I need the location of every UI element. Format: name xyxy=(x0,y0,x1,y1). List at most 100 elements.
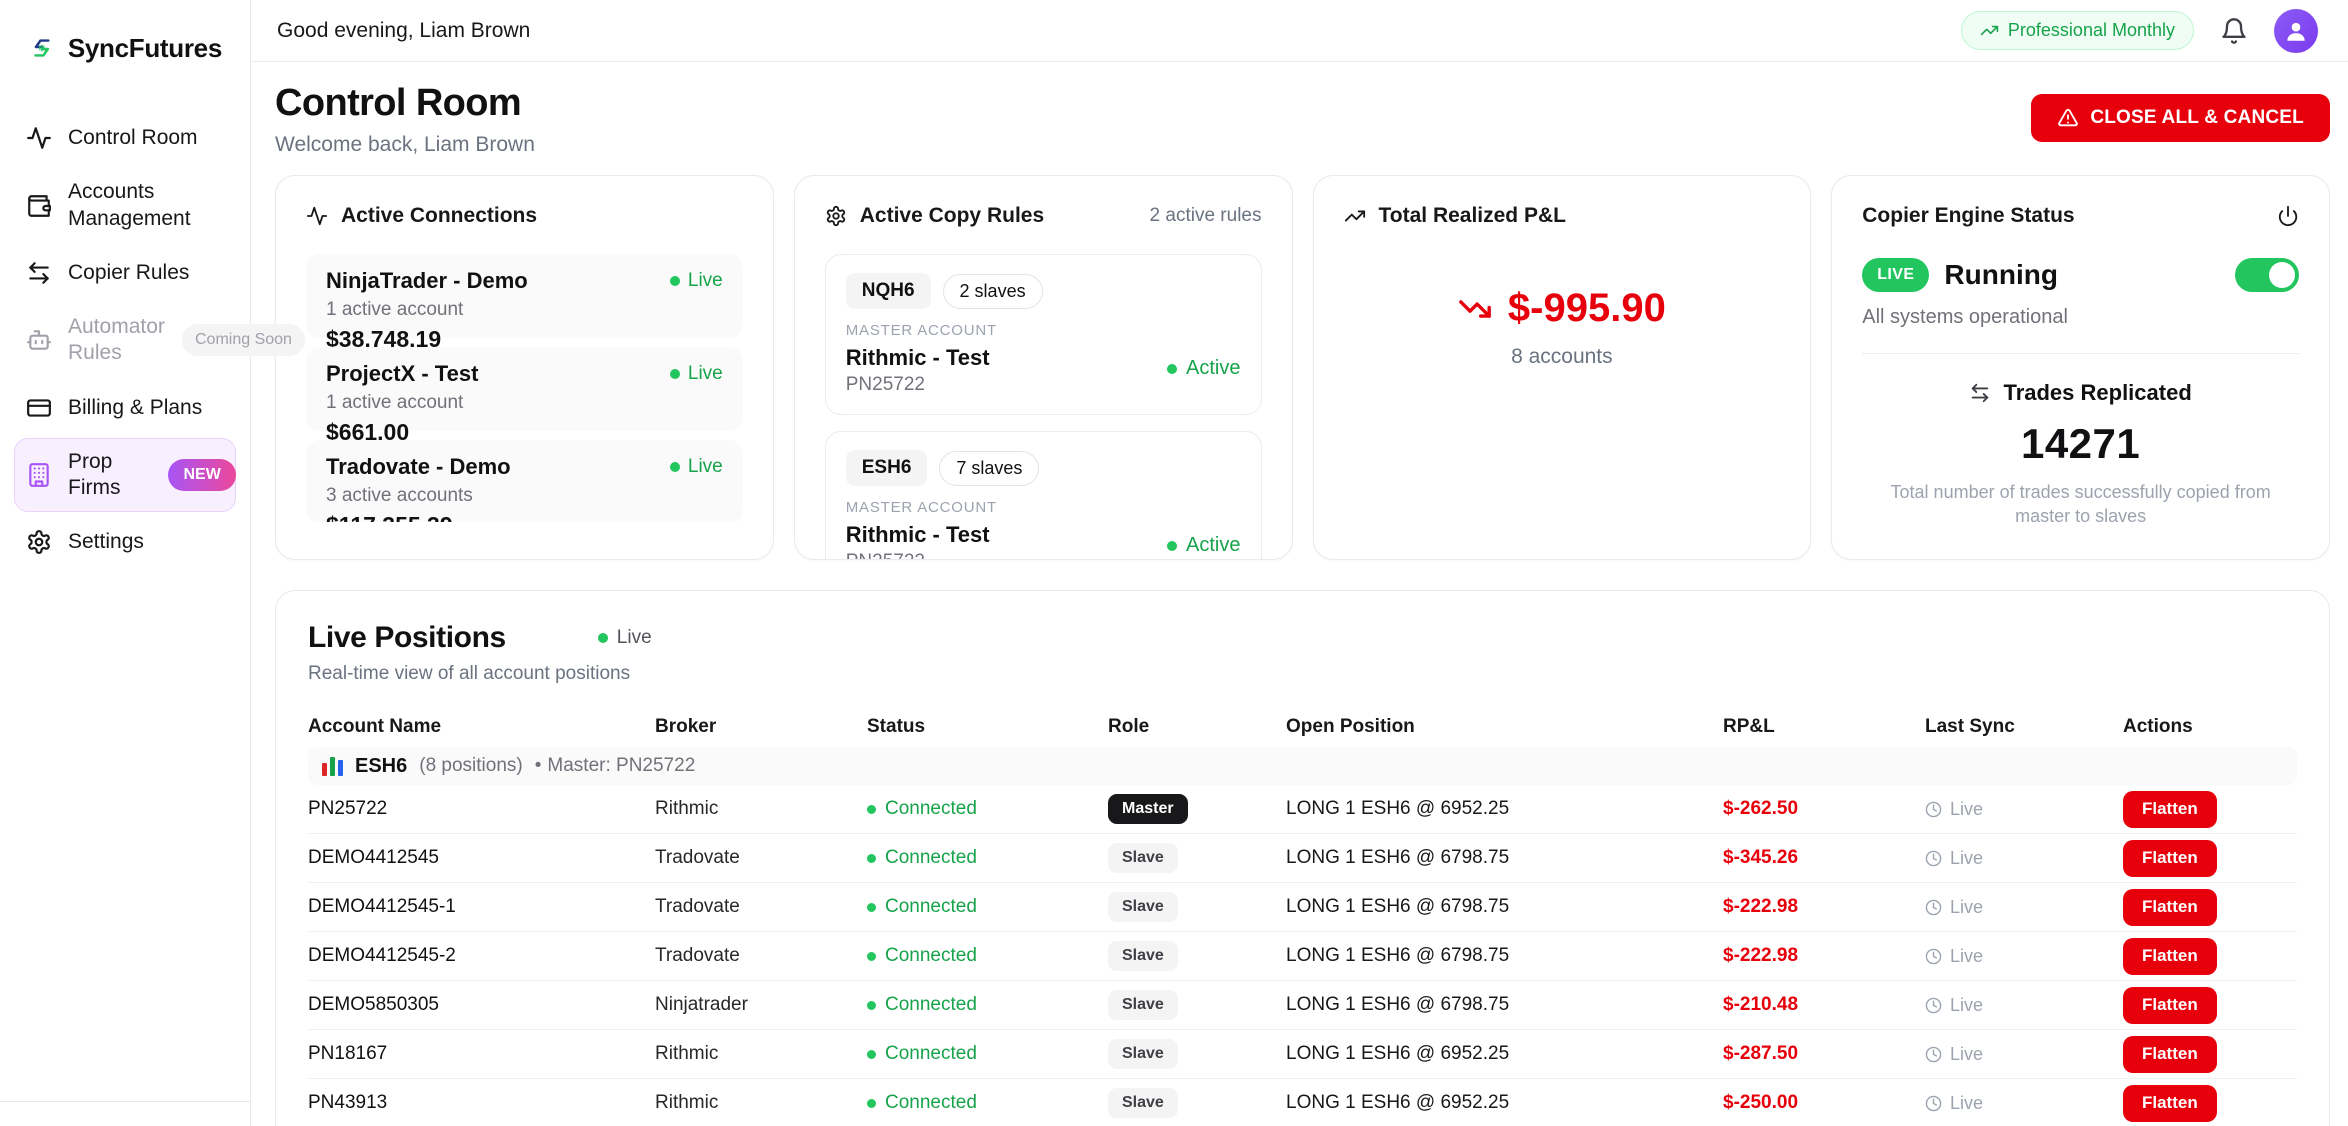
trending-up-icon xyxy=(1980,25,1999,36)
cell-role: Slave xyxy=(1108,941,1286,971)
cell-open-position: LONG 1 ESH6 @ 6798.75 xyxy=(1286,945,1510,966)
flatten-button[interactable]: Flatten xyxy=(2123,1035,2217,1073)
live-status: Live xyxy=(669,363,723,385)
realized-pnl-card: Total Realized P&L $-995.90 8 accounts xyxy=(1312,175,1812,560)
positions-title: Live Positions xyxy=(308,621,506,654)
activity-icon xyxy=(27,127,51,149)
connections-list[interactable]: NinjaTrader - Demo 1 active account $38,… xyxy=(306,254,743,522)
active-status: Active xyxy=(1167,357,1241,380)
rule-badges: NQH6 2 slaves xyxy=(845,273,1241,309)
user-icon xyxy=(2287,22,2305,41)
cell-actions: Flatten xyxy=(2123,888,2297,926)
sidebar-item-label: Settings xyxy=(68,530,144,554)
page-title: Control Room xyxy=(275,82,522,124)
sidebar-item-control-room[interactable]: Control Room xyxy=(14,114,236,162)
bell-icon[interactable] xyxy=(2220,17,2248,45)
clock-icon xyxy=(1925,997,1942,1013)
sidebar-item-label: Control Room xyxy=(68,126,198,149)
rule-master-name: Rithmic - Test xyxy=(845,522,990,547)
engine-status-text: All systems operational xyxy=(1862,306,2068,328)
connected-dot-icon xyxy=(867,1000,876,1010)
cell-status: Connected xyxy=(867,1092,1108,1114)
connection-item: ProjectX - Test 1 active account $661.00… xyxy=(306,347,743,445)
flatten-button[interactable]: Flatten xyxy=(2123,839,2217,877)
sidebar-item-settings[interactable]: Settings xyxy=(14,518,236,566)
cell-role: Slave xyxy=(1108,1039,1286,1069)
table-row: DEMO5850305 Ninjatrader Connected Slave … xyxy=(308,981,2297,1030)
rule-master-account: PN25722 xyxy=(845,374,925,395)
page-subtitle: Welcome back, Liam Brown xyxy=(275,133,535,156)
flatten-button[interactable]: Flatten xyxy=(2123,790,2217,828)
positions-title-row: Live Positions Live xyxy=(308,621,2297,655)
avatar[interactable] xyxy=(2274,8,2318,53)
cell-rpl: $-250.00 xyxy=(1723,1092,1799,1113)
engine-toggle[interactable] xyxy=(2235,258,2299,292)
syncfutures-logo-icon xyxy=(34,39,50,57)
sidebar-item-label: Billing & Plans xyxy=(68,395,203,419)
sidebar-item-label: Prop Firms xyxy=(68,449,121,499)
slaves-badge: 7 slaves xyxy=(939,450,1040,486)
flatten-button[interactable]: Flatten xyxy=(2123,986,2217,1024)
power-icon[interactable] xyxy=(2277,205,2299,227)
slave-badge: Slave xyxy=(1108,1039,1178,1069)
column-header-actions: Actions xyxy=(2123,716,2193,737)
gear-icon xyxy=(28,530,50,555)
cell-actions: Flatten xyxy=(2123,839,2297,877)
live-status: Live xyxy=(669,270,723,292)
credit-card-icon xyxy=(27,398,51,417)
wallet-icon xyxy=(28,194,51,217)
cell-role: Master xyxy=(1108,794,1286,824)
group-separator: • xyxy=(534,755,542,776)
copy-rule-item: NQH6 2 slaves MASTER ACCOUNT Rithmic - T… xyxy=(824,254,1262,415)
cell-rpl: $-222.98 xyxy=(1723,896,1799,917)
live-badge: LIVE xyxy=(1862,258,1930,292)
cell-open-position: LONG 1 ESH6 @ 6798.75 xyxy=(1286,847,1510,868)
stats-row: Active Connections NinjaTrader - Demo 1 … xyxy=(275,175,2330,560)
active-dot-icon xyxy=(1167,540,1178,551)
cell-open-position: LONG 1 ESH6 @ 6952.25 xyxy=(1286,798,1510,819)
copy-rules-header: Active Copy Rules 2 active rules xyxy=(825,204,1262,228)
cell-account: DEMO5850305 xyxy=(308,994,439,1015)
brand: SyncFutures xyxy=(0,0,250,100)
top-header-bar: Good evening, Liam Brown Professional Mo… xyxy=(251,0,2348,62)
flatten-button[interactable]: Flatten xyxy=(2123,888,2217,926)
symbol-badge: NQH6 xyxy=(845,273,931,309)
connected-dot-icon xyxy=(867,1098,876,1108)
cell-broker: Rithmic xyxy=(655,1092,719,1113)
flatten-button[interactable]: Flatten xyxy=(2123,1084,2217,1122)
sidebar-item-prop-firms[interactable]: Prop Firms NEW xyxy=(14,437,236,513)
page-head-text: Control Room Welcome back, Liam Brown xyxy=(275,82,535,157)
pnl-value-block: $-995.90 8 accounts xyxy=(1344,286,1781,369)
page-head: Control Room Welcome back, Liam Brown CL… xyxy=(275,82,2330,157)
rule-badges: ESH6 7 slaves xyxy=(845,450,1241,486)
cell-rpl: $-345.26 xyxy=(1723,847,1799,868)
cell-open-position: LONG 1 ESH6 @ 6798.75 xyxy=(1286,994,1510,1015)
pnl-value: $-995.90 xyxy=(1507,286,1666,330)
positions-live-badge: Live xyxy=(597,627,652,649)
sidebar-item-accounts-management[interactable]: Accounts Management xyxy=(14,168,236,243)
cell-account: PN25722 xyxy=(308,798,388,819)
sidebar-item-billing-plans[interactable]: Billing & Plans xyxy=(14,384,236,432)
realized-pnl-header: Total Realized P&L xyxy=(1344,204,1781,228)
engine-state: Running xyxy=(1944,259,2058,290)
connected-dot-icon xyxy=(867,951,876,961)
card-title: Copier Engine Status xyxy=(1862,204,2075,227)
swap-arrows-icon xyxy=(29,262,49,284)
clock-icon xyxy=(1925,948,1942,964)
sidebar-item-copier-rules[interactable]: Copier Rules xyxy=(14,249,236,297)
flatten-button[interactable]: Flatten xyxy=(2123,937,2217,975)
cell-role: Slave xyxy=(1108,990,1286,1020)
sidebar-item-label: Accounts Management xyxy=(68,180,191,230)
plan-badge-label: Professional Monthly xyxy=(2007,20,2175,40)
cell-rpl: $-287.50 xyxy=(1723,1043,1799,1064)
close-all-cancel-button[interactable]: CLOSE ALL & CANCEL xyxy=(2031,94,2330,142)
clock-icon xyxy=(1925,801,1942,817)
sidebar-item-label: Copier Rules xyxy=(68,260,190,284)
main-area: Good evening, Liam Brown Professional Mo… xyxy=(251,0,2348,1126)
column-header-broker: Broker xyxy=(655,716,717,737)
sidebar: SyncFutures Control Room Accounts Manage… xyxy=(0,0,305,1126)
connection-name: ProjectX - Test xyxy=(326,361,479,386)
live-status: Live xyxy=(669,456,723,478)
cell-account: DEMO4412545 xyxy=(308,847,439,868)
cell-status: Connected xyxy=(867,847,1108,869)
